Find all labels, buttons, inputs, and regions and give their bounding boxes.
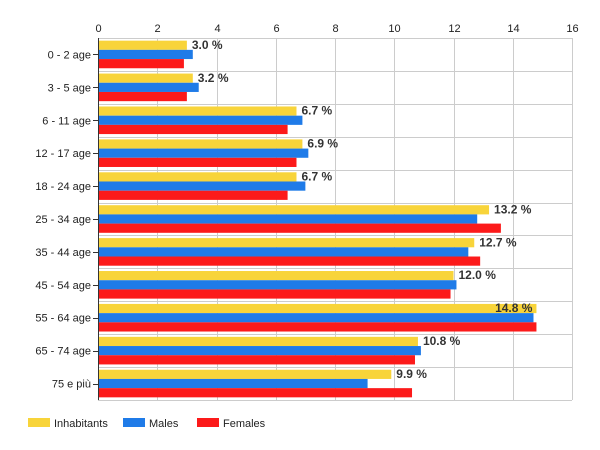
bar-inhabitants-4 bbox=[98, 172, 297, 182]
grid-lines bbox=[98, 38, 573, 401]
legend-swatch-males bbox=[123, 418, 145, 427]
bar-inhabitants-7 bbox=[98, 271, 454, 281]
data-label: 6.7 % bbox=[301, 169, 332, 183]
category-label: 12 - 17 age bbox=[35, 148, 91, 160]
bar-inhabitants-2 bbox=[98, 106, 297, 116]
category-label: 25 - 34 age bbox=[35, 214, 91, 226]
bar-males-6 bbox=[98, 247, 469, 257]
bar-females-4 bbox=[98, 190, 288, 200]
x-tick-label: 2 bbox=[154, 23, 160, 35]
legend-swatch-inhabitants bbox=[28, 418, 50, 427]
bar-females-0 bbox=[98, 59, 184, 69]
data-label: 6.9 % bbox=[307, 137, 338, 151]
bar-inhabitants-8 bbox=[98, 303, 537, 314]
category-label: 18 - 24 age bbox=[35, 181, 91, 193]
bar-males-4 bbox=[98, 181, 306, 191]
x-tick-label: 8 bbox=[332, 23, 338, 35]
legend: Inhabitants Males Females bbox=[28, 418, 266, 430]
legend-label-males: Males bbox=[149, 418, 179, 430]
category-label: 0 - 2 age bbox=[48, 49, 91, 61]
category-label: 3 - 5 age bbox=[48, 82, 91, 94]
bar-inhabitants-5 bbox=[98, 205, 490, 215]
bar-males-1 bbox=[98, 82, 199, 92]
data-labels: 3.0 % 3.2 % 6.7 % 6.9 % 6.7 % 13.2 % 12.7 % 12.… bbox=[192, 38, 533, 381]
x-tick-label: 12 bbox=[448, 23, 460, 35]
bar-males-0 bbox=[98, 49, 193, 60]
x-tick-label: 10 bbox=[388, 23, 400, 35]
bar-females-10 bbox=[98, 388, 413, 398]
bar-females-9 bbox=[98, 355, 415, 365]
category-label: 55 - 64 age bbox=[35, 313, 91, 325]
x-tick-label: 4 bbox=[214, 23, 220, 35]
bar-males-7 bbox=[98, 280, 457, 290]
legend-label-inhabitants: Inhabitants bbox=[54, 418, 108, 430]
bar-males-10 bbox=[98, 378, 368, 389]
legend-swatch-females bbox=[197, 418, 219, 427]
data-label: 9.9 % bbox=[396, 367, 427, 381]
x-tick-label: 14 bbox=[507, 23, 519, 35]
bar-males-8 bbox=[98, 313, 534, 323]
data-label: 3.0 % bbox=[192, 38, 223, 52]
legend-label-females: Females bbox=[223, 418, 266, 430]
data-label: 12.7 % bbox=[479, 235, 517, 249]
bar-females-5 bbox=[98, 223, 501, 233]
data-label: 13.2 % bbox=[494, 202, 532, 216]
category-label: 6 - 11 age bbox=[42, 115, 91, 127]
data-label: 12.0 % bbox=[459, 268, 497, 282]
bar-females-1 bbox=[98, 91, 187, 102]
bar-inhabitants-0 bbox=[98, 40, 187, 50]
bar-females-2 bbox=[98, 124, 288, 135]
bar-females-6 bbox=[98, 256, 481, 266]
bar-males-2 bbox=[98, 115, 303, 125]
bar-males-9 bbox=[98, 346, 421, 356]
data-label: 3.2 % bbox=[198, 71, 229, 85]
bar-inhabitants-10 bbox=[98, 369, 392, 379]
data-label: 10.8 % bbox=[423, 334, 461, 348]
x-tick-label: 16 bbox=[566, 23, 578, 35]
bar-inhabitants-1 bbox=[98, 73, 193, 83]
bar-inhabitants-9 bbox=[98, 336, 418, 347]
bars bbox=[98, 40, 537, 398]
category-label: 65 - 74 age bbox=[35, 346, 91, 358]
x-tick-label: 6 bbox=[273, 23, 279, 35]
data-label: 6.7 % bbox=[301, 104, 332, 118]
x-tick-label: 0 bbox=[95, 23, 101, 35]
bar-males-3 bbox=[98, 148, 309, 158]
category-label: 35 - 44 age bbox=[35, 247, 91, 259]
category-label: 75 e più bbox=[52, 379, 91, 391]
bar-females-7 bbox=[98, 289, 451, 299]
bar-inhabitants-6 bbox=[98, 238, 475, 248]
category-label: 45 - 54 age bbox=[35, 280, 91, 292]
bar-inhabitants-3 bbox=[98, 139, 303, 149]
bar-females-8 bbox=[98, 322, 537, 332]
bar-females-3 bbox=[98, 157, 297, 167]
axes: 0 2 4 6 8 10 12 14 16 0 - 2 age 3 - 5 age 6 - 11 ag… bbox=[35, 23, 579, 400]
bar-males-5 bbox=[98, 214, 478, 224]
data-label: 14.8 % bbox=[495, 301, 533, 315]
